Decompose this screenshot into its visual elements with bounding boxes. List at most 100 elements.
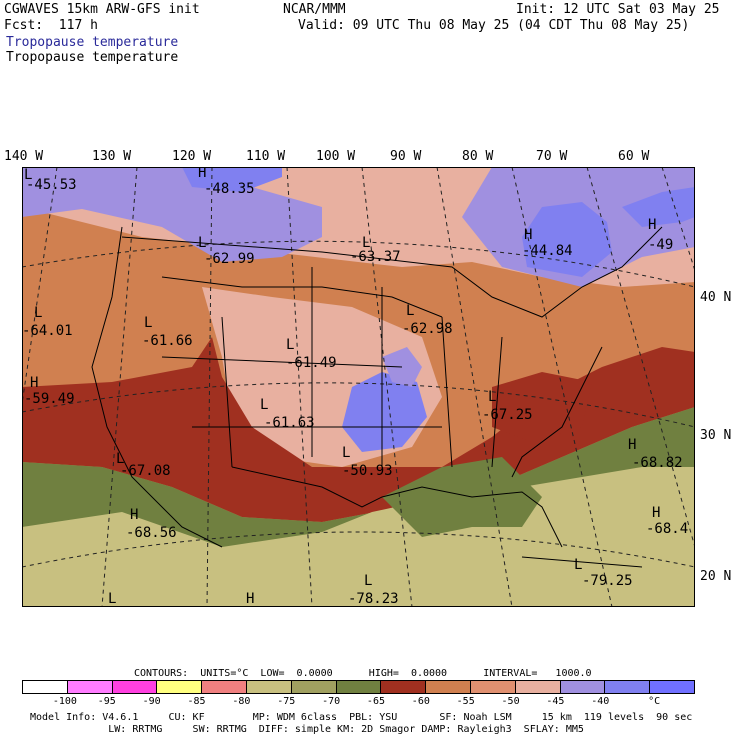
- map-label-hl: L: [406, 303, 414, 319]
- map-label-value: -68.4: [646, 521, 688, 537]
- forecast-hour: Fcst: 117 h: [4, 18, 98, 33]
- map-label-value: -59.49: [24, 391, 75, 407]
- color-bar-label: -70: [322, 696, 341, 707]
- shade-region: [22, 337, 695, 522]
- map-label-hl: H: [524, 227, 532, 243]
- color-bar-label: -75: [277, 696, 296, 707]
- shade-region: [492, 372, 592, 442]
- map-label-hl: L: [342, 445, 350, 461]
- lon-label: 100 W: [316, 149, 356, 164]
- map-label-value: -67.25: [482, 407, 533, 423]
- color-bar-label: -55: [456, 696, 475, 707]
- map-label-value: -68.82: [632, 455, 683, 471]
- shade-region: [622, 187, 695, 227]
- color-bar-swatch: [157, 681, 203, 693]
- map-label-hl: H: [30, 375, 38, 391]
- color-bar-label: -100: [52, 696, 77, 707]
- lon-label: 80 W: [462, 149, 494, 164]
- map-label-hl: H: [648, 217, 656, 233]
- lon-label: 120 W: [172, 149, 212, 164]
- lon-label: 70 W: [536, 149, 568, 164]
- map-label-value: -79.25: [582, 573, 633, 589]
- lon-label: 140 W: [4, 149, 44, 164]
- model-title: CGWAVES 15km ARW-GFS init: [4, 2, 200, 17]
- map-label-value: -50.93: [342, 463, 393, 479]
- map-label-value: -61.49: [286, 355, 337, 371]
- color-bar-swatch: [336, 681, 382, 693]
- map-label-hl: L: [108, 591, 116, 607]
- organization: NCAR/MMM: [283, 2, 346, 17]
- color-bar-label: -80: [232, 696, 251, 707]
- lon-label: 90 W: [390, 149, 422, 164]
- color-bar-label: °C: [648, 696, 661, 707]
- pressure-labels: L -45.53 H -48.35 L -62.99 L -63.37 H -4…: [22, 167, 688, 607]
- color-bar-swatch: [426, 681, 471, 693]
- contours-info: CONTOURS: UNITS=°C LOW= 0.0000 HIGH= 0.0…: [134, 668, 592, 679]
- map-label-hl: H: [130, 507, 138, 523]
- map-label-value: -63.37: [350, 249, 401, 265]
- color-bar-swatch: [605, 681, 651, 693]
- map-label-hl: L: [24, 167, 32, 183]
- map-label-value: -62.98: [402, 321, 453, 337]
- tropopause-temperature-map: L -45.53 H -48.35 L -62.99 L -63.37 H -4…: [22, 167, 695, 607]
- field-title-2: Tropopause temperature: [6, 50, 179, 65]
- color-bar-label: -90: [142, 696, 161, 707]
- color-bar-label: -65: [366, 696, 385, 707]
- color-bar-label: -60: [411, 696, 430, 707]
- map-frame: [22, 167, 695, 607]
- color-bar-swatch: [246, 681, 292, 693]
- map-label-hl: L: [116, 451, 124, 467]
- shade-region: [22, 167, 322, 262]
- color-bar-swatch: [112, 681, 158, 693]
- lon-label: 60 W: [618, 149, 650, 164]
- map-label-value: -48.35: [204, 181, 255, 197]
- model-info-line-2: LW: RRTMG SW: RRTMG DIFF: simple KM: 2D …: [30, 724, 584, 735]
- color-bar: [22, 680, 695, 694]
- country-boundaries: [91, 226, 663, 568]
- color-bar-label: -45: [546, 696, 565, 707]
- color-bar-label: -85: [187, 696, 206, 707]
- color-bar-swatch: [381, 681, 427, 693]
- shade-region: [342, 372, 427, 452]
- model-info-line-1: Model Info: V4.6.1 CU: KF MP: WDM 6class…: [30, 712, 693, 723]
- map-label-value: -61.66: [142, 333, 193, 349]
- color-bar-swatch: [560, 681, 606, 693]
- color-bar-swatch: [515, 681, 561, 693]
- color-bar-swatch: [291, 681, 337, 693]
- color-bar-label: -95: [97, 696, 116, 707]
- color-bar-swatch: [470, 681, 516, 693]
- map-label-value: -68.56: [126, 525, 177, 541]
- map-label-value: -44.84: [522, 243, 573, 259]
- map-label-hl: L: [574, 557, 582, 573]
- map-label-hl: H: [246, 591, 254, 607]
- map-label-hl: L: [362, 235, 370, 251]
- color-bar-swatch: [650, 681, 694, 693]
- map-label-hl: L: [198, 235, 206, 251]
- color-bar-swatch: [67, 681, 113, 693]
- shade-region: [182, 167, 282, 192]
- lat-label: 30 N: [700, 428, 732, 443]
- map-label-value: -67.08: [120, 463, 171, 479]
- color-bar-swatch: [202, 681, 247, 693]
- map-label-hl: L: [488, 389, 496, 405]
- map-label-hl: L: [260, 397, 268, 413]
- map-label-hl: L: [34, 305, 42, 321]
- shade-region: [522, 202, 612, 277]
- field-title-1: Tropopause temperature: [6, 35, 179, 50]
- map-label-hl: L: [144, 315, 152, 331]
- map-label-hl: H: [652, 505, 660, 521]
- lon-label: 130 W: [92, 149, 132, 164]
- map-label-value: -64.01: [22, 323, 73, 339]
- color-bar-swatch: [23, 681, 68, 693]
- map-label-value: -61.63: [264, 415, 315, 431]
- map-label-value: -62.99: [204, 251, 255, 267]
- lon-label: 110 W: [246, 149, 286, 164]
- map-label-value: -49: [648, 237, 673, 253]
- map-label-hl: L: [286, 337, 294, 353]
- map-label-hl: L: [364, 573, 372, 589]
- map-label-value: -78.23: [348, 591, 399, 607]
- lat-label: 20 N: [700, 569, 732, 584]
- color-bar-label: -50: [501, 696, 520, 707]
- lat-label: 40 N: [700, 290, 732, 305]
- map-label-hl: H: [198, 167, 206, 181]
